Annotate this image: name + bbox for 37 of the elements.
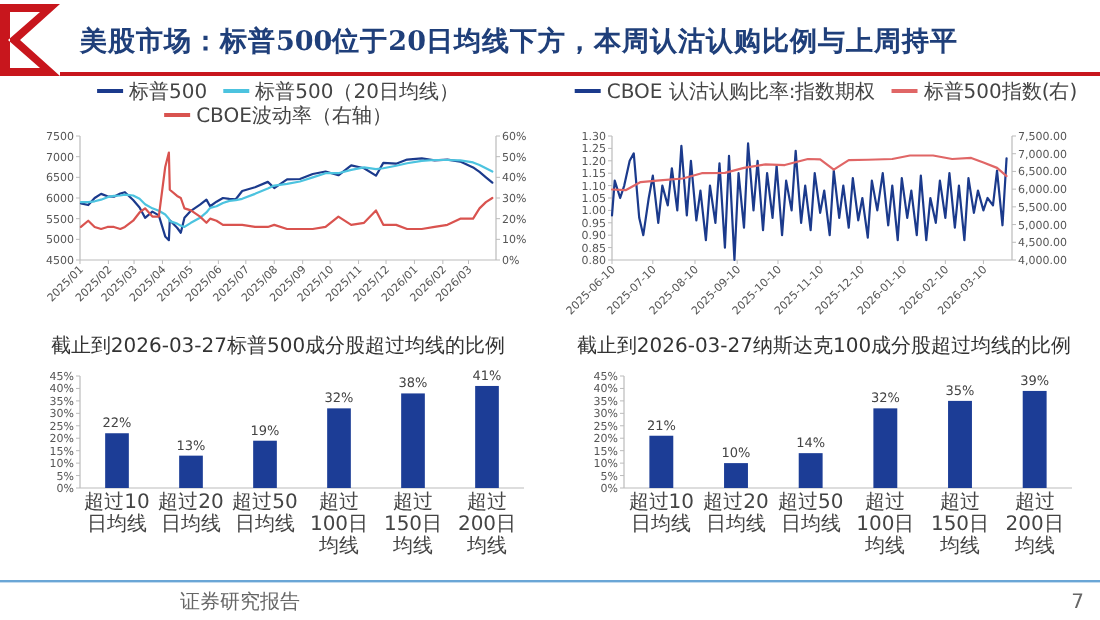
bar xyxy=(475,385,499,488)
bar xyxy=(253,440,277,488)
bar xyxy=(724,463,748,488)
x-tick-label: 超过20日均线 xyxy=(703,490,769,536)
x-tick-label: 超过10日均线 xyxy=(628,490,695,536)
x-tick-label: 超过50日均线 xyxy=(777,490,844,536)
bar xyxy=(179,455,203,488)
chart-title: 截止到2026-03-27标普500成分股超过均线的比例 xyxy=(50,334,506,358)
x-tick-label: 超过200日均线 xyxy=(1005,490,1064,558)
bar xyxy=(1022,390,1047,488)
bar xyxy=(873,408,898,488)
legend-label: CBOE波动率（右轴） xyxy=(196,104,392,128)
x-tick-label: 超过150日均线 xyxy=(930,490,990,558)
x-tick-label: 超过150日均线 xyxy=(383,490,443,558)
line-series xyxy=(79,157,494,242)
legend-label: 标普500指数(右) xyxy=(921,80,1078,104)
line-series xyxy=(610,154,1008,192)
bar xyxy=(327,408,351,488)
x-tick-label: 超过100日均线 xyxy=(856,490,915,558)
line-series xyxy=(610,142,1008,262)
x-tick-label: 超过200日均线 xyxy=(457,490,517,558)
legend-label: CBOE 认沽认购比率:指数期权 xyxy=(606,80,876,104)
text: 美股市场：标普500位于20日均线下方，本周认沽认购比例与上周持平 xyxy=(78,24,958,58)
legend-label: 标普500（20日均线） xyxy=(253,80,459,104)
x-tick-label: 超过50日均线 xyxy=(232,490,298,536)
bar xyxy=(948,400,972,488)
chart-title: 截止到2026-03-27纳斯达克100成分股超过均线的比例 xyxy=(576,334,1072,358)
legend-label: 标普500 xyxy=(127,80,208,104)
x-tick-label: 超过20日均线 xyxy=(158,490,224,536)
text: 7 xyxy=(1071,592,1084,614)
x-tick-label: 超过10日均线 xyxy=(84,490,150,536)
text: 证券研究报告 xyxy=(180,590,300,614)
bar xyxy=(401,393,425,488)
x-tick-label: 超过100日均线 xyxy=(309,490,369,558)
bar xyxy=(649,435,674,488)
bar xyxy=(798,453,823,488)
bar xyxy=(105,433,129,488)
